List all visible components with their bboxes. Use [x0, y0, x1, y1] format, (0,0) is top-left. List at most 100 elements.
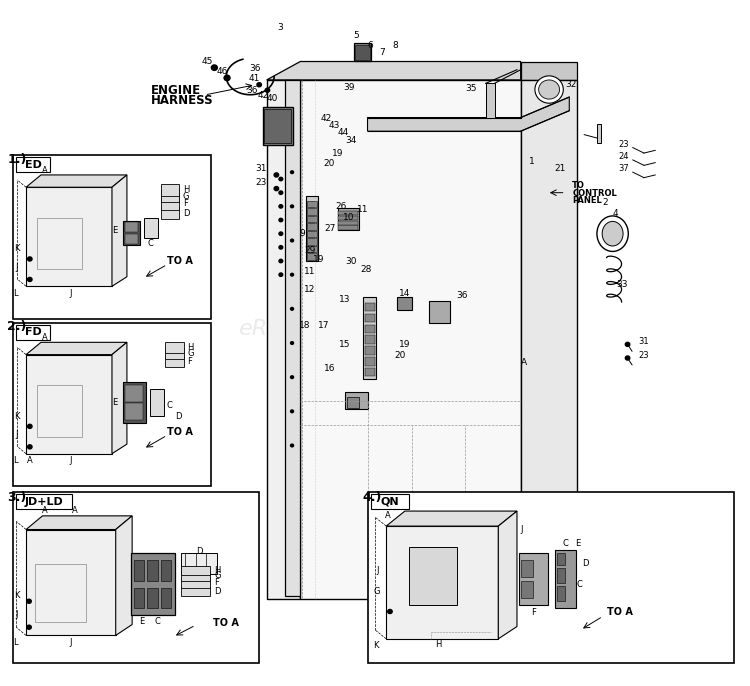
Bar	[307, 209, 317, 215]
Bar	[306, 196, 318, 261]
Bar	[307, 201, 317, 207]
Circle shape	[626, 342, 630, 346]
Bar	[307, 246, 317, 252]
Text: 39: 39	[343, 83, 355, 92]
Circle shape	[279, 177, 283, 180]
Bar	[130, 554, 176, 615]
Bar	[123, 221, 140, 246]
Text: 11: 11	[304, 268, 315, 276]
Circle shape	[290, 342, 293, 344]
Bar	[267, 80, 300, 599]
Text: 13: 13	[339, 295, 351, 304]
Text: 11: 11	[357, 205, 369, 214]
Bar	[520, 80, 577, 599]
Bar	[160, 588, 171, 608]
Text: TO: TO	[572, 181, 585, 190]
Circle shape	[279, 204, 283, 208]
Bar	[398, 296, 412, 310]
Text: 42: 42	[321, 115, 332, 123]
Text: eReplacementParts.com: eReplacementParts.com	[238, 320, 512, 340]
Bar	[26, 187, 112, 286]
Text: C: C	[562, 539, 568, 547]
Bar	[182, 587, 210, 596]
Bar	[124, 222, 138, 233]
Text: 29: 29	[304, 246, 316, 255]
Text: 46: 46	[216, 67, 227, 76]
Text: 19: 19	[332, 149, 344, 158]
Circle shape	[28, 257, 32, 261]
Text: 36: 36	[246, 86, 257, 95]
Polygon shape	[116, 516, 132, 635]
Polygon shape	[112, 342, 127, 453]
Circle shape	[27, 599, 32, 603]
Text: J: J	[520, 525, 523, 534]
Circle shape	[279, 259, 283, 263]
Text: H: H	[435, 640, 442, 649]
Circle shape	[279, 232, 283, 235]
Bar	[307, 231, 317, 237]
Circle shape	[290, 410, 293, 413]
Text: 2.): 2.)	[8, 320, 27, 333]
Bar	[160, 207, 179, 220]
Text: 5: 5	[353, 31, 359, 40]
Bar	[307, 216, 317, 222]
Circle shape	[290, 239, 293, 242]
Text: H: H	[188, 343, 194, 353]
Text: H: H	[214, 566, 220, 575]
Bar	[35, 564, 86, 622]
Text: 1.): 1.)	[8, 154, 27, 167]
Text: 23: 23	[255, 178, 267, 187]
Text: F: F	[214, 578, 219, 587]
Text: C: C	[576, 580, 582, 589]
Bar	[144, 218, 158, 239]
Text: 14: 14	[399, 289, 410, 298]
Polygon shape	[112, 175, 127, 286]
Text: A: A	[521, 357, 527, 366]
Text: TO A: TO A	[607, 606, 632, 617]
Text: F: F	[188, 357, 192, 366]
Bar	[557, 553, 565, 565]
Text: G: G	[188, 349, 194, 358]
Bar	[364, 368, 375, 377]
Circle shape	[27, 625, 32, 629]
Text: 3.): 3.)	[8, 491, 26, 504]
Text: QN: QN	[381, 497, 399, 506]
Bar	[160, 560, 171, 581]
Bar	[338, 221, 358, 225]
Text: TO A: TO A	[167, 427, 194, 437]
Bar	[265, 108, 291, 143]
Bar	[182, 566, 210, 576]
Text: 43: 43	[329, 121, 340, 130]
Polygon shape	[267, 62, 520, 80]
Bar	[38, 386, 82, 436]
Text: G: G	[374, 587, 380, 595]
Bar	[26, 355, 112, 453]
Bar	[364, 314, 375, 322]
Text: J: J	[70, 289, 72, 298]
Circle shape	[290, 376, 293, 379]
Circle shape	[279, 246, 283, 249]
Text: 15: 15	[339, 340, 351, 349]
Bar	[125, 385, 143, 402]
Bar	[521, 560, 533, 578]
Text: K: K	[14, 244, 20, 253]
Bar	[519, 554, 548, 604]
Text: HARNESS: HARNESS	[151, 94, 214, 107]
Circle shape	[279, 218, 283, 222]
Bar	[165, 342, 184, 353]
Polygon shape	[26, 175, 127, 187]
Bar	[160, 184, 179, 196]
Text: 44: 44	[338, 128, 349, 137]
Ellipse shape	[535, 76, 563, 103]
Text: 26: 26	[336, 202, 347, 211]
Bar	[16, 494, 72, 509]
Text: J: J	[70, 456, 72, 465]
Bar	[363, 296, 376, 379]
Text: 19: 19	[399, 340, 411, 349]
Bar	[521, 581, 533, 598]
Bar	[26, 530, 116, 635]
Text: E: E	[574, 539, 580, 547]
Text: J: J	[16, 611, 18, 619]
Bar	[150, 389, 164, 416]
Text: 1: 1	[529, 158, 535, 167]
